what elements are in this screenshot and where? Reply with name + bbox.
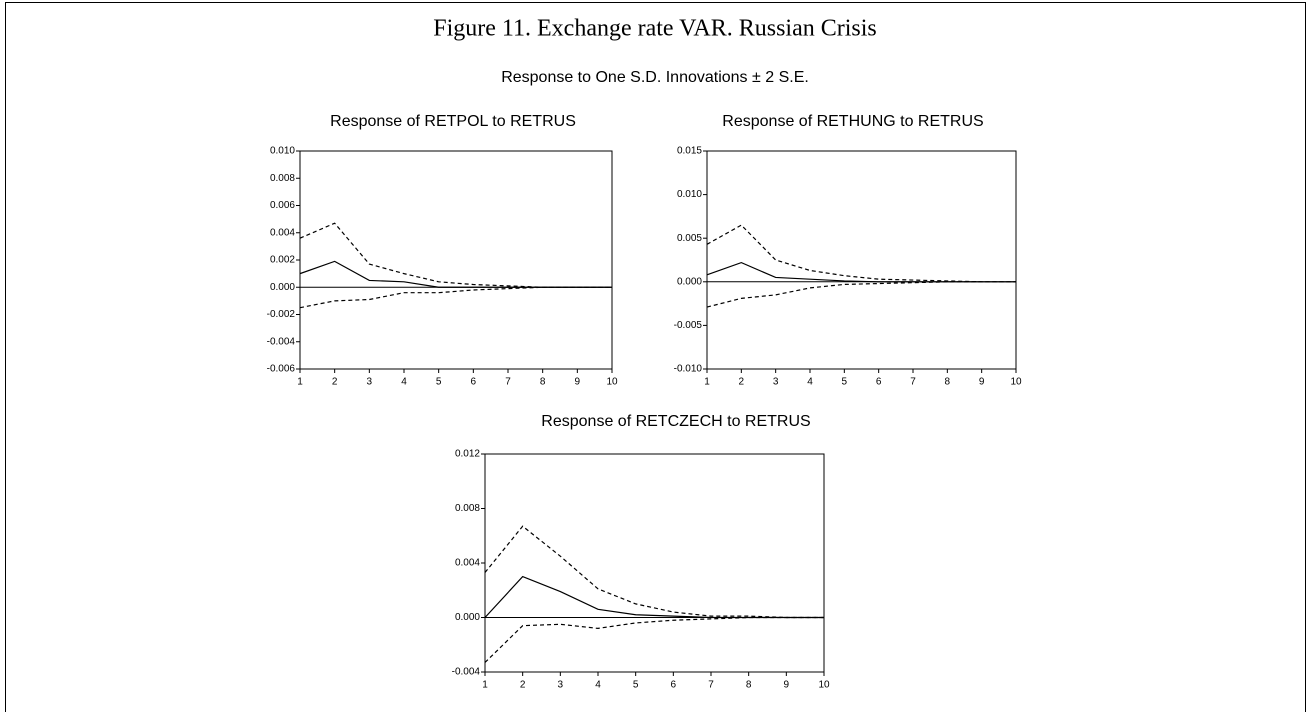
x-tick-label: 9 (575, 377, 581, 388)
chart-title: Response of RETCZECH to RETRUS (541, 413, 810, 430)
y-tick-label: 0.010 (270, 146, 295, 157)
x-tick-label: 4 (401, 377, 407, 388)
x-tick-label: 7 (708, 680, 714, 691)
plot-frame (484, 453, 825, 673)
y-tick-label: -0.002 (267, 309, 296, 320)
x-tick-label: 6 (471, 377, 477, 388)
x-tick-label: 8 (540, 377, 546, 388)
response-line (484, 616, 824, 663)
y-tick-label: -0.004 (267, 336, 296, 347)
x-tick-label: 3 (558, 680, 564, 691)
plot-frame (299, 150, 613, 370)
plot-frame (706, 150, 1017, 370)
x-tick-label: 1 (482, 680, 488, 691)
chart-title: Response of RETPOL to RETRUS (330, 113, 576, 130)
x-tick-label: 3 (773, 377, 779, 388)
response-line (484, 525, 824, 619)
y-tick-label: -0.004 (452, 667, 481, 678)
x-tick-label: 6 (671, 680, 677, 691)
figure-subtitle: Response to One S.D. Innovations ± 2 S.E… (501, 69, 809, 86)
x-tick-label: 9 (979, 377, 985, 388)
frame (5, 2, 1306, 712)
x-tick-label: 2 (332, 377, 338, 388)
y-tick-label: 0.012 (455, 449, 480, 460)
y-tick-label: -0.010 (674, 364, 703, 375)
x-tick-label: 8 (746, 680, 752, 691)
x-tick-label: 9 (784, 680, 790, 691)
x-tick-label: 10 (606, 377, 618, 388)
response-line (484, 575, 824, 619)
x-tick-label: 6 (876, 377, 882, 388)
x-tick-label: 2 (520, 680, 526, 691)
figure-title: Figure 11. Exchange rate VAR. Russian Cr… (433, 16, 877, 42)
y-tick-label: 0.008 (270, 173, 295, 184)
response-line (299, 286, 612, 309)
y-tick-label: 0.000 (677, 276, 702, 287)
y-tick-label: 0.008 (455, 503, 480, 514)
y-tick-label: -0.006 (267, 364, 296, 375)
response-line (706, 261, 1016, 283)
x-tick-label: 3 (367, 377, 373, 388)
y-tick-label: 0.000 (270, 282, 295, 293)
y-tick-label: 0.004 (270, 227, 295, 238)
y-tick-label: 0.005 (677, 233, 702, 244)
response-line (706, 224, 1016, 283)
y-tick-label: 0.006 (270, 200, 295, 211)
response-line (706, 281, 1016, 308)
y-tick-label: 0.004 (455, 558, 480, 569)
y-tick-label: 0.010 (677, 189, 702, 200)
x-tick-label: 10 (818, 680, 830, 691)
y-tick-label: 0.002 (270, 255, 295, 266)
x-tick-label: 5 (436, 377, 442, 388)
y-tick-label: 0.000 (455, 612, 480, 623)
x-tick-label: 4 (595, 680, 601, 691)
response-line (299, 260, 612, 288)
x-tick-label: 1 (704, 377, 710, 388)
x-tick-label: 7 (505, 377, 511, 388)
x-tick-label: 7 (910, 377, 916, 388)
x-tick-label: 10 (1010, 377, 1022, 388)
response-line (299, 222, 612, 288)
y-tick-label: -0.005 (674, 320, 703, 331)
x-tick-label: 5 (633, 680, 639, 691)
y-tick-label: 0.015 (677, 146, 702, 157)
x-tick-label: 4 (807, 377, 813, 388)
x-tick-label: 1 (297, 377, 303, 388)
x-tick-label: 2 (739, 377, 745, 388)
chart-title: Response of RETHUNG to RETRUS (722, 113, 983, 130)
x-tick-label: 8 (945, 377, 951, 388)
x-tick-label: 5 (842, 377, 848, 388)
